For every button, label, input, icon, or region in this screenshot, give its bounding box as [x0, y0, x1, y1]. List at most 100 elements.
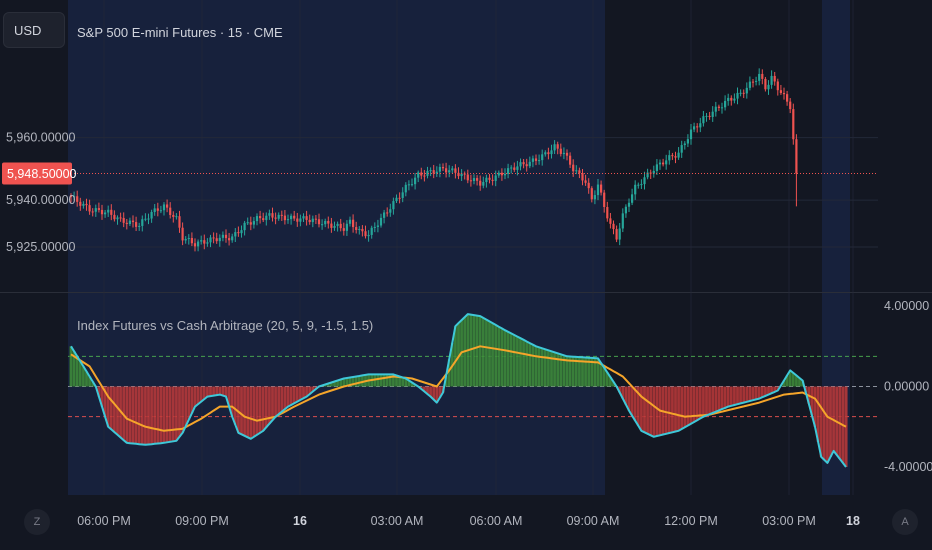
candle-body — [104, 212, 107, 215]
histogram-bar — [785, 375, 789, 387]
histogram-bar — [115, 386, 120, 435]
candle — [609, 212, 612, 229]
candle-body — [296, 218, 299, 222]
candle — [782, 87, 786, 100]
candle-body — [249, 222, 252, 225]
histogram-bar — [642, 386, 647, 433]
candle-body — [748, 81, 751, 88]
histogram-bar — [174, 386, 178, 441]
histogram-bar — [509, 333, 513, 387]
candle — [311, 215, 314, 228]
histogram-bar — [810, 386, 814, 416]
candle — [600, 180, 603, 196]
candle-body — [94, 208, 97, 212]
candle — [141, 215, 144, 232]
candle — [631, 188, 634, 206]
histogram-bar — [745, 386, 749, 402]
histogram-bar — [295, 386, 299, 402]
candle-body — [379, 217, 383, 226]
histogram-bar — [283, 386, 287, 410]
candle-body — [370, 227, 373, 235]
histogram-bar — [760, 386, 764, 398]
zoom-button[interactable]: Z — [24, 509, 50, 535]
candle-body — [736, 92, 739, 99]
candle-body — [166, 204, 169, 208]
time-tick-label: 16 — [293, 514, 307, 528]
histogram-bar — [112, 386, 116, 433]
candle-body — [79, 201, 82, 206]
histogram-bar — [714, 386, 718, 412]
candle — [169, 202, 172, 219]
histogram-bar — [447, 359, 451, 387]
candle-body — [708, 115, 711, 117]
auto-scale-button[interactable]: A — [892, 509, 918, 535]
candle-body — [603, 192, 606, 208]
candle — [336, 221, 339, 232]
histogram-bar — [137, 386, 141, 445]
candle — [215, 232, 218, 244]
histogram-bar — [633, 386, 637, 421]
candle-body — [711, 111, 714, 117]
candle-body — [417, 172, 420, 178]
candle-body — [655, 164, 658, 171]
candle-body — [398, 197, 401, 199]
candle — [234, 228, 237, 243]
candle — [361, 225, 364, 237]
candle-body — [696, 126, 699, 128]
candle-body — [525, 164, 528, 167]
candle — [330, 217, 333, 233]
candle-body — [463, 173, 466, 175]
candle — [693, 122, 696, 133]
candle — [541, 149, 544, 166]
candle — [767, 80, 770, 95]
histogram-bar — [109, 386, 113, 430]
candle — [702, 110, 705, 127]
candle-body — [271, 213, 274, 218]
histogram-bar — [199, 386, 203, 402]
candle-body — [581, 173, 584, 181]
histogram-bar — [797, 377, 802, 387]
candle-body — [414, 177, 417, 185]
histogram-bar — [453, 326, 457, 387]
candle-body — [513, 167, 516, 170]
candle — [510, 165, 513, 174]
candle-body — [69, 195, 73, 197]
candle — [190, 232, 193, 247]
candle-body — [457, 172, 460, 177]
candle-body — [169, 207, 172, 215]
candle — [290, 213, 293, 225]
histogram-bar — [701, 386, 705, 417]
candle-body — [658, 162, 662, 165]
candle-body — [311, 218, 314, 223]
histogram-bar — [146, 386, 151, 445]
candle-body — [531, 158, 534, 162]
histogram-bar — [215, 386, 219, 396]
candle — [317, 213, 321, 228]
candle — [714, 101, 717, 117]
candle — [243, 220, 246, 236]
candle — [383, 209, 386, 224]
candle-body — [565, 152, 569, 156]
candle — [745, 82, 748, 99]
histogram-bar — [243, 386, 247, 436]
histogram-bar — [695, 386, 699, 421]
histogram-bar — [680, 386, 684, 430]
candle-body — [215, 238, 218, 242]
currency-button[interactable]: USD — [3, 12, 65, 48]
histogram-bar — [342, 378, 346, 387]
histogram-bar — [332, 381, 337, 387]
candle-body — [147, 218, 150, 220]
candle — [590, 186, 593, 203]
histogram-bar — [425, 386, 430, 395]
candle-body — [122, 217, 125, 223]
candle — [662, 158, 665, 167]
candle — [727, 93, 730, 106]
candle-body — [448, 170, 451, 173]
candle-body — [699, 123, 702, 128]
candle — [640, 179, 643, 189]
candle — [283, 209, 286, 225]
candle-body — [76, 196, 79, 202]
candle — [181, 222, 184, 246]
candle — [711, 106, 714, 122]
